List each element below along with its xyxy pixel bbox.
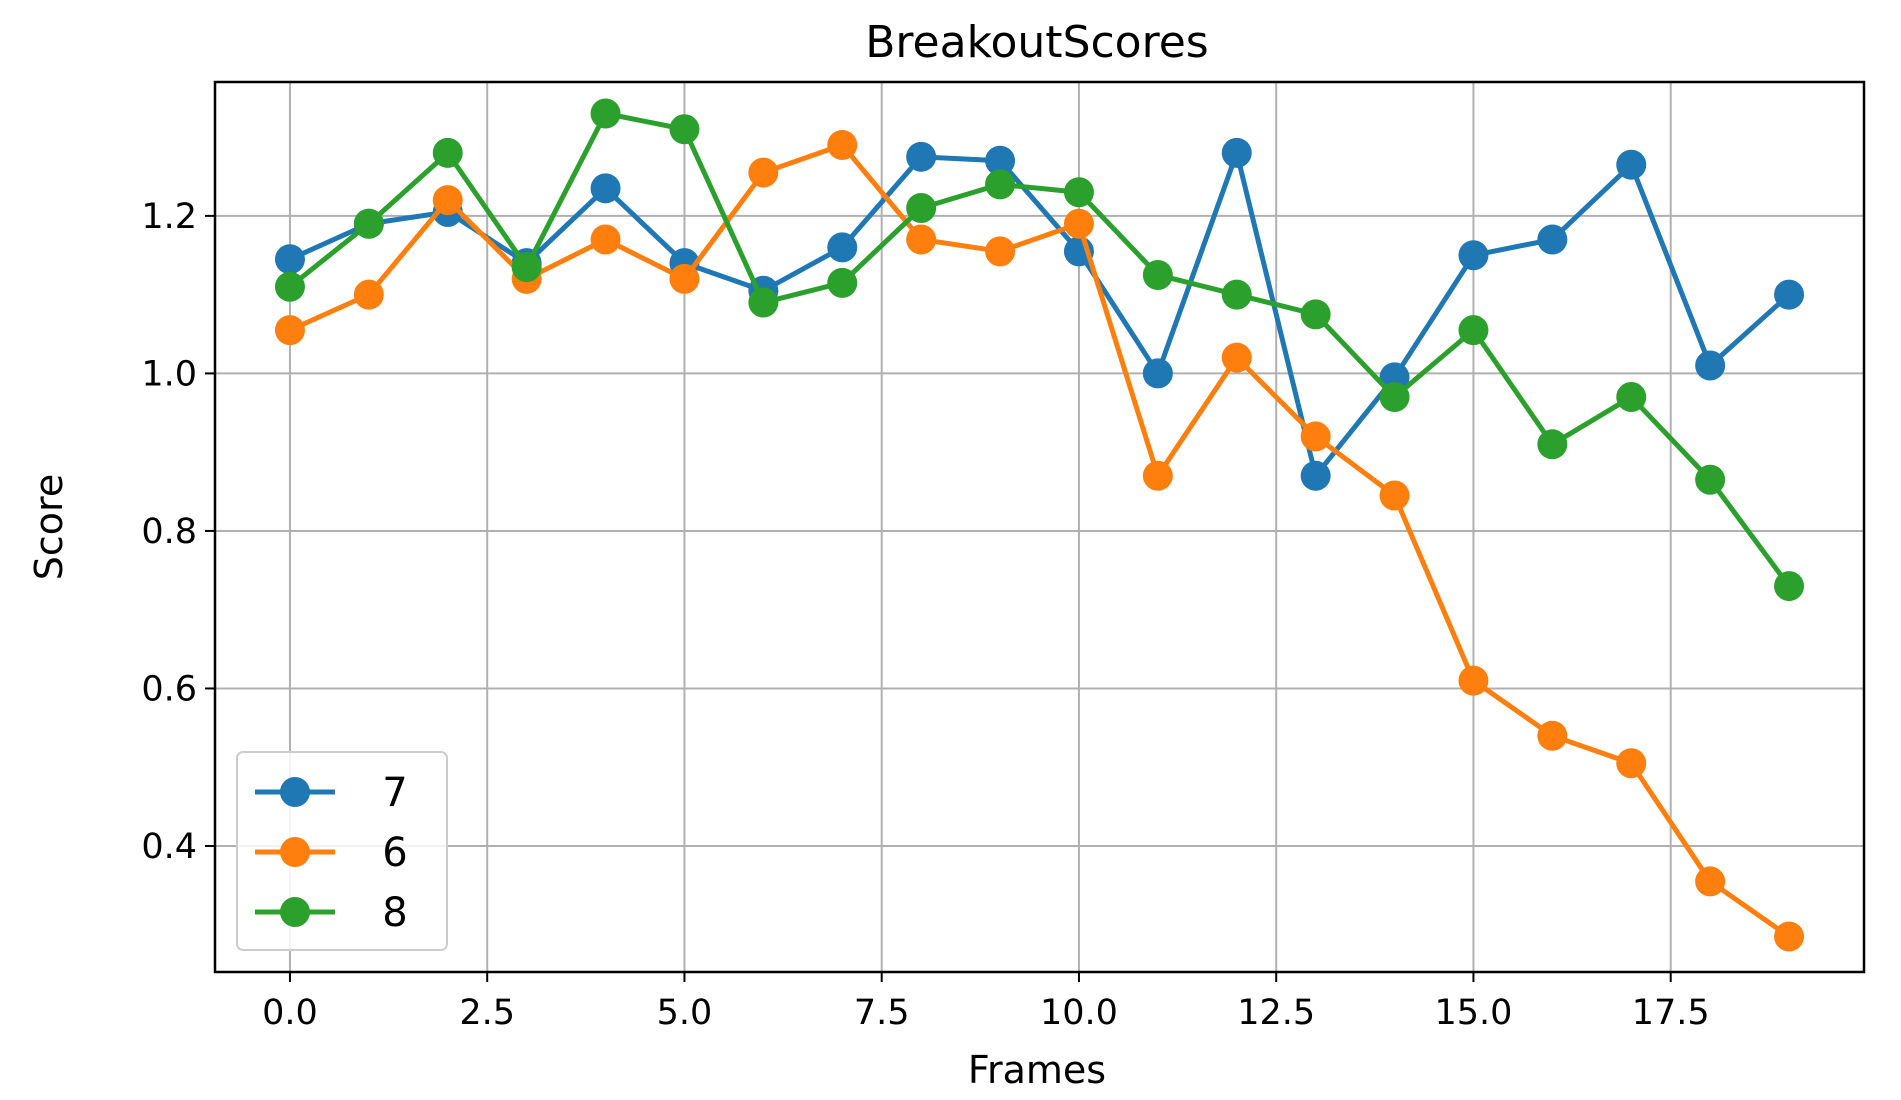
- series-8: [274, 98, 1805, 602]
- data-point: [1537, 720, 1568, 751]
- x-tick-label: 10.0: [1040, 993, 1118, 1033]
- data-point: [748, 287, 779, 318]
- data-point: [1221, 137, 1252, 168]
- data-point: [1142, 358, 1173, 389]
- data-point: [590, 98, 621, 129]
- legend-marker: [280, 777, 310, 807]
- data-point: [1379, 382, 1410, 413]
- legend-item: 7: [255, 770, 408, 816]
- series-line: [288, 150, 1791, 479]
- y-tick-label: 1.0: [141, 354, 197, 394]
- data-point: [1063, 208, 1094, 239]
- grid: [215, 82, 1864, 972]
- data-point: [1142, 259, 1173, 290]
- data-point: [985, 145, 1016, 176]
- data-point: [669, 114, 700, 145]
- series-6: [274, 130, 1805, 952]
- data-point: [985, 169, 1016, 200]
- y-tick-label: 1.2: [141, 197, 197, 237]
- y-axis: 0.4 0.6 0.8 1.0 1.2: [141, 197, 215, 867]
- chart-title: BreakoutScores: [865, 17, 1208, 68]
- series-layer: [274, 98, 1805, 952]
- data-point: [590, 173, 621, 204]
- data-point: [1616, 382, 1647, 413]
- data-point: [1458, 240, 1489, 271]
- data-point: [1063, 177, 1094, 208]
- data-point: [748, 157, 779, 188]
- y-axis-label: Score: [27, 474, 71, 580]
- data-point: [1774, 921, 1805, 952]
- x-tick-label: 2.5: [459, 993, 515, 1033]
- legend-label: 8: [382, 890, 407, 936]
- data-point: [511, 252, 542, 283]
- data-point: [432, 185, 463, 216]
- legend-label: 7: [382, 770, 407, 816]
- data-point: [1616, 149, 1647, 180]
- data-point: [827, 267, 858, 298]
- data-point: [1300, 299, 1331, 330]
- data-point: [432, 137, 463, 168]
- data-point: [590, 224, 621, 255]
- legend-item: 8: [255, 890, 408, 936]
- data-point: [1695, 464, 1726, 495]
- data-point: [1379, 480, 1410, 511]
- data-point: [827, 130, 858, 161]
- x-tick-label: 15.0: [1434, 993, 1512, 1033]
- plot-frame: [213, 80, 1866, 974]
- data-point: [985, 236, 1016, 267]
- x-tick-label: 7.5: [854, 993, 910, 1033]
- data-point: [669, 263, 700, 294]
- data-point: [1221, 279, 1252, 310]
- data-point: [274, 315, 305, 346]
- x-tick-label: 0.0: [262, 993, 318, 1033]
- data-point: [1300, 421, 1331, 452]
- x-axis-label: Frames: [968, 1048, 1106, 1092]
- data-point: [906, 224, 937, 255]
- data-point: [1537, 429, 1568, 460]
- legend: 7 6 8: [236, 751, 448, 951]
- data-point: [1458, 665, 1489, 696]
- y-tick-label: 0.6: [141, 669, 197, 709]
- data-point: [1537, 224, 1568, 255]
- y-tick-label: 0.4: [141, 827, 197, 867]
- data-point: [1774, 279, 1805, 310]
- data-point: [353, 279, 384, 310]
- x-axis: 0.0 2.5 5.0 7.5 10.0 12.5 15.0 17.5: [262, 972, 1710, 1033]
- data-point: [353, 208, 384, 239]
- data-point: [906, 193, 937, 224]
- x-tick-label: 5.0: [657, 993, 713, 1033]
- data-point: [1458, 315, 1489, 346]
- data-point: [1616, 748, 1647, 779]
- legend-item: 6: [255, 830, 408, 876]
- legend-marker: [280, 837, 310, 867]
- legend-label: 6: [382, 830, 407, 876]
- data-point: [1774, 571, 1805, 602]
- series-line: [288, 111, 1792, 588]
- y-tick-label: 0.8: [141, 512, 197, 552]
- data-point: [1142, 460, 1173, 491]
- data-point: [827, 232, 858, 263]
- data-point: [1695, 866, 1726, 897]
- data-point: [274, 271, 305, 302]
- data-point: [1300, 460, 1331, 491]
- data-point: [906, 141, 937, 172]
- data-point: [1695, 350, 1726, 381]
- x-tick-label: 12.5: [1237, 993, 1315, 1033]
- legend-marker: [280, 897, 310, 927]
- data-point: [274, 244, 305, 275]
- x-tick-label: 17.5: [1632, 993, 1710, 1033]
- data-point: [1221, 342, 1252, 373]
